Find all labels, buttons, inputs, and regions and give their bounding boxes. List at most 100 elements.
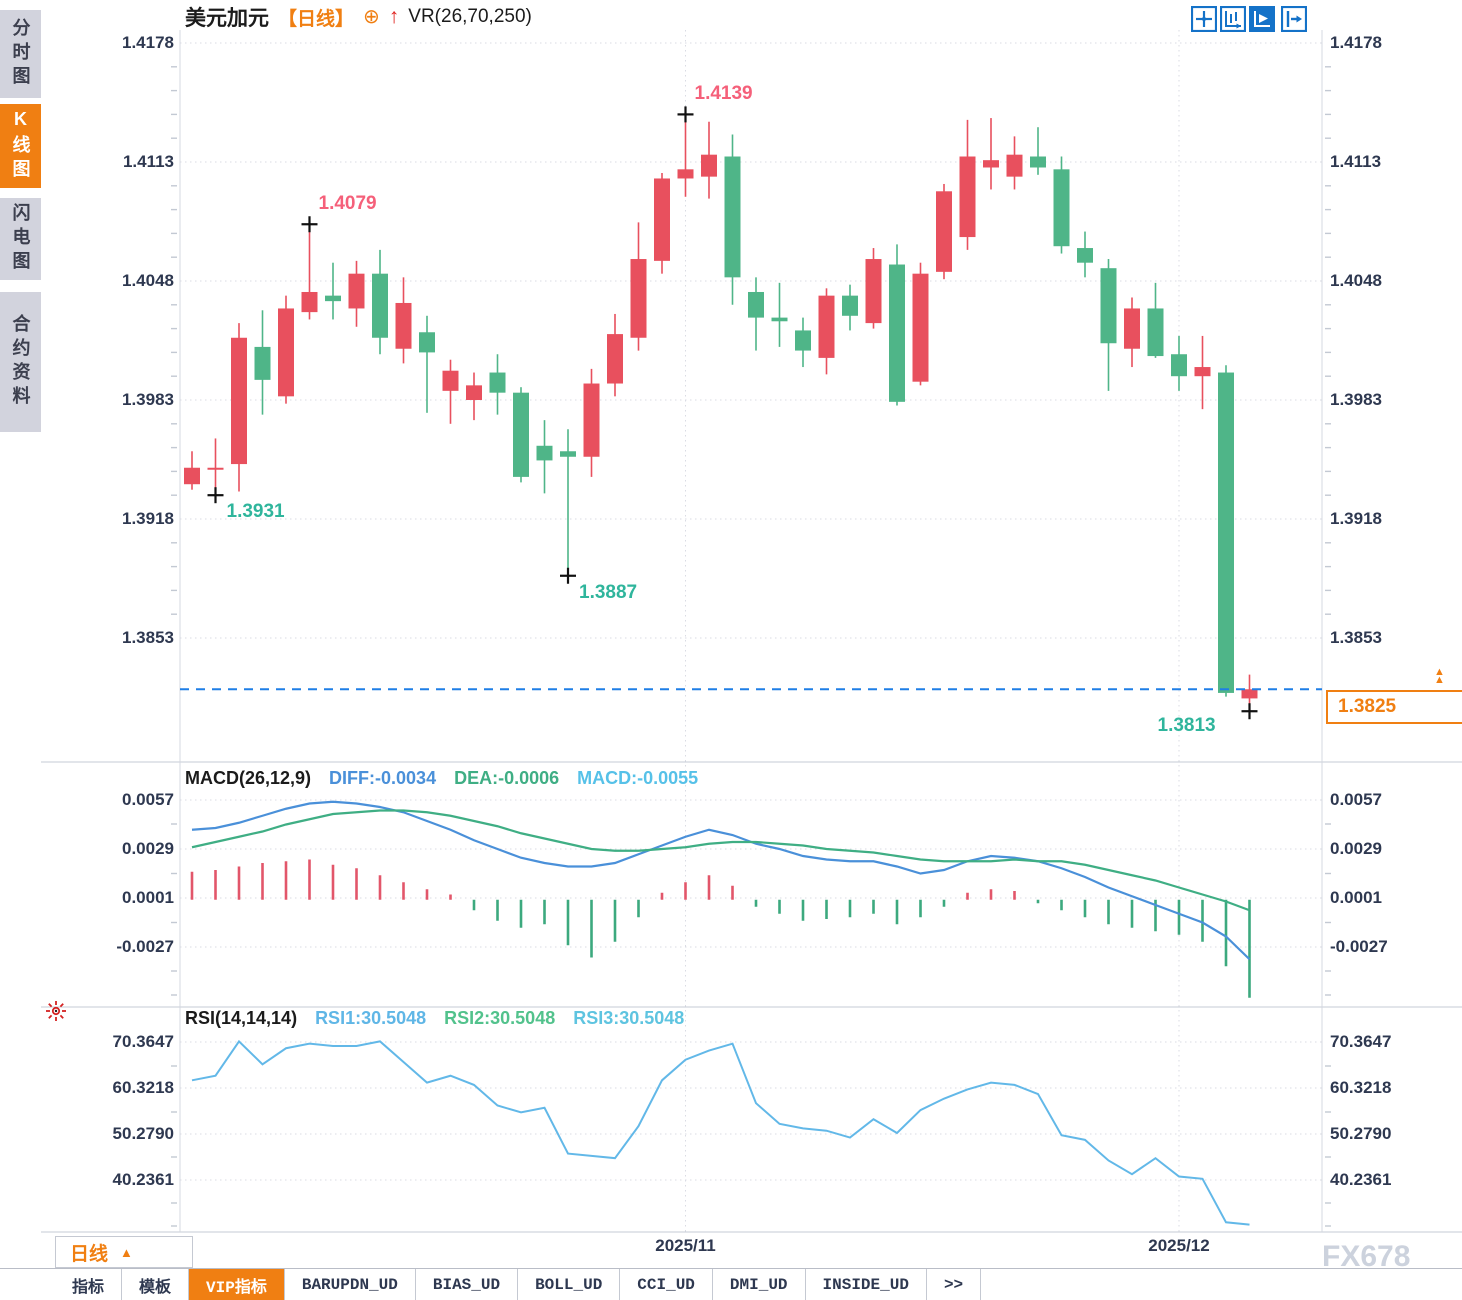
- candle-up: [1124, 308, 1140, 349]
- macd-dea-line: [191, 809, 1250, 912]
- up-arrow-icon: ↑: [388, 5, 400, 28]
- macd-axis-label-left: -0.0027: [116, 937, 174, 956]
- price-axis-label-right: 1.4178: [1330, 33, 1382, 52]
- axis-scale-icon: [1219, 5, 1247, 33]
- price-axis-label-right: 1.3853: [1330, 628, 1382, 647]
- candle-up: [466, 385, 482, 401]
- price-axis-label-left: 1.4113: [122, 152, 174, 171]
- axis-scale-tool-button[interactable]: [1219, 5, 1247, 33]
- candle-up: [1241, 689, 1258, 699]
- price-axis-label-left: 1.4178: [122, 33, 174, 52]
- macd-axis-label-right: 0.0029: [1330, 839, 1382, 858]
- candle-up: [301, 291, 318, 313]
- rsi-axis-label-right: 50.2790: [1330, 1123, 1392, 1143]
- rsi-line: [191, 1039, 1250, 1226]
- rsi-axis-label-right: 40.2361: [1330, 1169, 1392, 1189]
- sidebar-item-flash-chart[interactable]: 闪电图: [0, 198, 41, 280]
- macd-diff-value: DIFF:-0.0034: [329, 768, 437, 788]
- candle-down: [325, 295, 341, 302]
- price-annotation-high: 1.4079: [318, 193, 377, 215]
- pan-crosshair-icon: [1190, 5, 1218, 33]
- candle-up: [701, 154, 717, 177]
- indicator-settings-sun-icon[interactable]: [45, 1000, 67, 1022]
- sidebar-item-contract-info[interactable]: 合约资料: [0, 292, 41, 432]
- tab-inside_ud[interactable]: INSIDE_UD: [806, 1269, 927, 1300]
- price-axis-label-right: 1.3983: [1330, 390, 1382, 409]
- candle-down: [1218, 372, 1234, 693]
- candle-up: [231, 337, 247, 465]
- watermark: FX678: [1322, 1240, 1411, 1273]
- rsi2-value: RSI2:30.5048: [444, 1008, 556, 1028]
- candle-down: [842, 295, 858, 316]
- candle-up: [184, 467, 200, 485]
- candle-up: [912, 273, 929, 382]
- indicator-tab-bar: 指标 模板 VIP指标 BARUPDN_UD BIAS_UD BOLL_UD CCI_UD D…: [0, 1268, 1462, 1300]
- tab-bias_ud[interactable]: BIAS_UD: [416, 1269, 519, 1300]
- period-selector-label: 日线: [70, 1243, 109, 1265]
- rsi-header[interactable]: RSI(14,14,14) RSI1:30.5048 RSI2:30.5048 …: [185, 1008, 684, 1029]
- rsi1-value: RSI1:30.5048: [315, 1008, 427, 1028]
- price-annotation-low: 1.3931: [226, 501, 285, 523]
- candle-up: [959, 156, 976, 238]
- tab-cci_ud[interactable]: CCI_UD: [620, 1269, 713, 1300]
- add-indicator-icon[interactable]: ⊕: [363, 6, 380, 28]
- rsi-axis-label-right: 60.3218: [1330, 1077, 1392, 1097]
- price-axis-label-left: 1.3853: [122, 628, 174, 647]
- price-axis-label-right: 1.4048: [1330, 271, 1382, 290]
- price-alert-arrows-icon: ▲ ▲: [1434, 666, 1445, 686]
- tab->>[interactable]: >>: [927, 1269, 982, 1300]
- candle-down: [254, 346, 271, 380]
- macd-name: MACD(26,12,9): [185, 768, 312, 788]
- period-selector[interactable]: 日线 ▲: [55, 1236, 193, 1268]
- candle-up: [348, 273, 365, 309]
- macd-axis-label-right: -0.0027: [1330, 937, 1388, 956]
- candle-down: [513, 392, 529, 477]
- tab-barupdn_ud[interactable]: BARUPDN_UD: [285, 1269, 416, 1300]
- collapse-panel-icon: [1280, 5, 1308, 33]
- price-axis-label-right: 1.3918: [1330, 509, 1382, 528]
- symbol-name: 美元加元: [185, 7, 269, 30]
- tab-boll_ud[interactable]: BOLL_UD: [518, 1269, 621, 1300]
- rsi-name: RSI(14,14,14): [185, 1008, 298, 1028]
- candle-down: [419, 332, 435, 353]
- candle-down: [560, 451, 576, 457]
- price-annotation-low: 1.3813: [1157, 715, 1216, 737]
- x-axis-label: 2025/12: [1148, 1236, 1210, 1255]
- rsi3-value: RSI3:30.5048: [573, 1008, 685, 1028]
- candle-up: [395, 302, 412, 349]
- candle-up: [818, 295, 835, 358]
- rsi-axis-label-left: 70.3647: [112, 1032, 174, 1051]
- macd-axis-label-left: 0.0057: [122, 790, 174, 809]
- candle-up: [936, 191, 952, 272]
- playback-cursor-icon: [1249, 6, 1275, 32]
- tab-dmi_ud[interactable]: DMI_UD: [713, 1269, 806, 1300]
- candle-down: [1100, 268, 1117, 344]
- pan-crosshair-tool-button[interactable]: [1190, 5, 1218, 33]
- candle-up: [654, 178, 670, 261]
- tab-vip-[interactable]: VIP指标: [189, 1269, 285, 1300]
- candle-up: [583, 383, 600, 457]
- sidebar-item-time-chart[interactable]: 分时图: [0, 10, 41, 98]
- sidebar-item-candlestick-chart[interactable]: K线图: [0, 104, 41, 188]
- tab--[interactable]: 模板: [122, 1269, 190, 1300]
- candle-up: [630, 259, 647, 338]
- candle-up: [278, 308, 294, 397]
- playback-cursor-tool-button[interactable]: [1249, 6, 1275, 32]
- macd-axis-label-right: 0.0057: [1330, 790, 1382, 809]
- candle-down: [1030, 156, 1046, 168]
- candle-up: [607, 334, 623, 384]
- macd-axis-label-left: 0.0029: [122, 839, 174, 858]
- collapse-panel-tool-button[interactable]: [1280, 5, 1308, 33]
- candle-down: [489, 372, 506, 393]
- macd-axis-label-left: 0.0001: [122, 888, 174, 907]
- overlay-indicator-label[interactable]: VR(26,70,250): [408, 6, 532, 27]
- macd-value: MACD:-0.0055: [577, 768, 699, 788]
- macd-header[interactable]: MACD(26,12,9) DIFF:-0.0034 DEA:-0.0006 M…: [185, 768, 698, 789]
- x-axis-label: 2025/11: [655, 1236, 716, 1255]
- tab--[interactable]: 指标: [55, 1269, 123, 1300]
- price-axis-label-left: 1.4048: [122, 271, 174, 290]
- candle-down: [724, 156, 741, 278]
- period-tag[interactable]: 【日线】: [278, 8, 355, 30]
- price-axis-label-left: 1.3918: [122, 509, 174, 528]
